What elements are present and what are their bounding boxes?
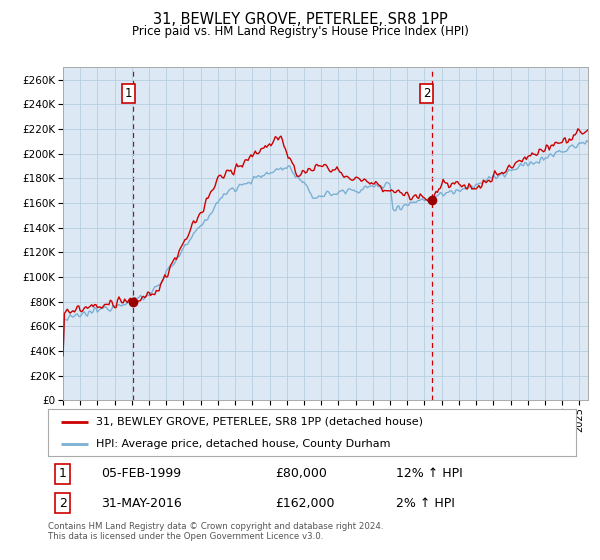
Text: 2: 2 — [59, 497, 67, 510]
Text: £80,000: £80,000 — [275, 468, 327, 480]
Text: 2% ↑ HPI: 2% ↑ HPI — [397, 497, 455, 510]
Text: HPI: Average price, detached house, County Durham: HPI: Average price, detached house, Coun… — [95, 438, 390, 449]
Text: 12% ↑ HPI: 12% ↑ HPI — [397, 468, 463, 480]
Text: 2: 2 — [423, 87, 430, 100]
Text: Price paid vs. HM Land Registry's House Price Index (HPI): Price paid vs. HM Land Registry's House … — [131, 25, 469, 38]
Text: Contains HM Land Registry data © Crown copyright and database right 2024.
This d: Contains HM Land Registry data © Crown c… — [48, 522, 383, 542]
Text: 31-MAY-2016: 31-MAY-2016 — [101, 497, 182, 510]
Text: 31, BEWLEY GROVE, PETERLEE, SR8 1PP (detached house): 31, BEWLEY GROVE, PETERLEE, SR8 1PP (det… — [95, 417, 422, 427]
Text: £162,000: £162,000 — [275, 497, 335, 510]
Text: 1: 1 — [59, 468, 67, 480]
Text: 31, BEWLEY GROVE, PETERLEE, SR8 1PP: 31, BEWLEY GROVE, PETERLEE, SR8 1PP — [152, 12, 448, 27]
Text: 05-FEB-1999: 05-FEB-1999 — [101, 468, 181, 480]
Text: 1: 1 — [124, 87, 132, 100]
